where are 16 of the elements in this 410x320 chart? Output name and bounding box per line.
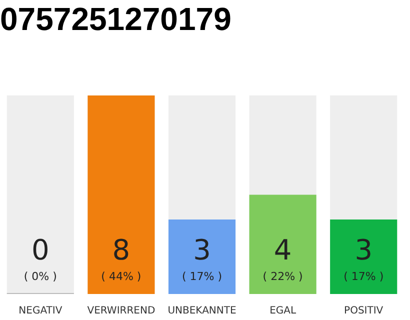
x-tick-label: EGAL xyxy=(270,306,296,317)
annotation: ( 0% ) xyxy=(24,270,57,283)
data-label: 3 xyxy=(193,233,211,266)
annotation: ( 44% ) xyxy=(101,270,142,283)
data-label: 4 xyxy=(274,233,292,266)
data-label: 8 xyxy=(112,233,130,266)
x-tick-label: VERWIRREND xyxy=(87,306,156,317)
data-label: 0 xyxy=(31,233,50,266)
x-tick-label: NEGATIV xyxy=(18,306,62,317)
x-tick-label: POSITIV xyxy=(344,306,384,317)
annotation: ( 22% ) xyxy=(262,270,303,283)
annotation: ( 17% ) xyxy=(344,270,384,283)
x-tick-label: UNBEKANNTE xyxy=(168,306,236,317)
chart-title: 0757251270179 xyxy=(0,1,232,38)
annotation: ( 17% ) xyxy=(182,270,222,283)
data-label: 3 xyxy=(354,233,373,266)
